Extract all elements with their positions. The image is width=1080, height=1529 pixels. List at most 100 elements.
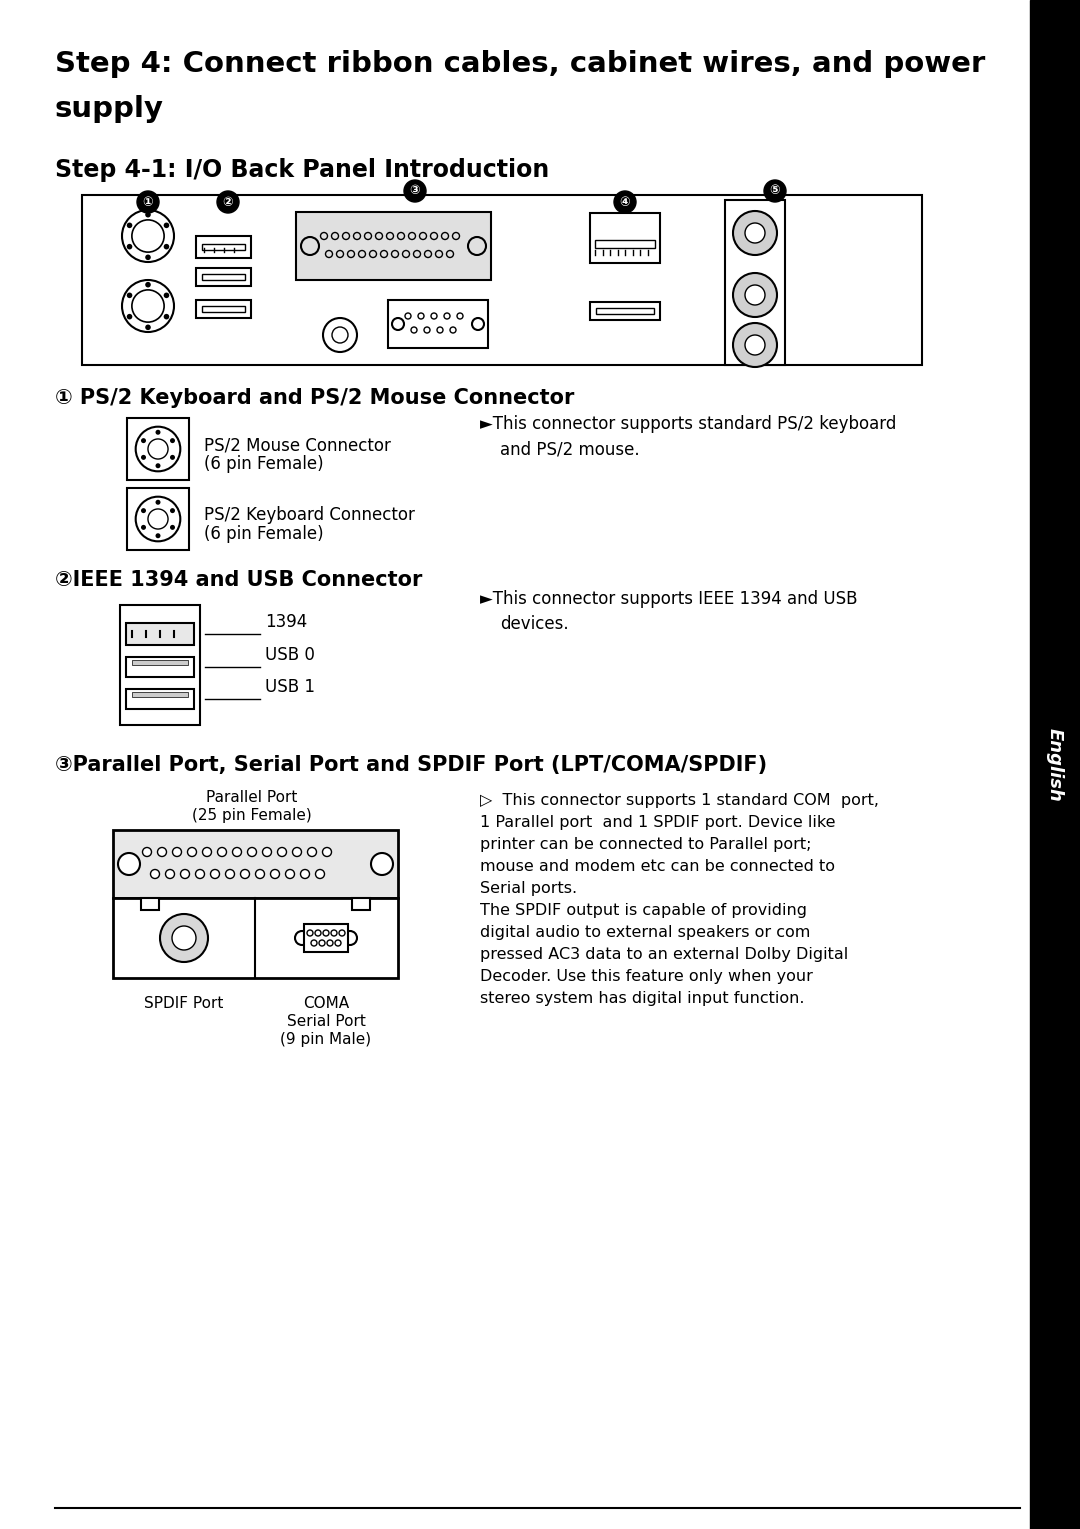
Circle shape — [170, 454, 175, 460]
Circle shape — [126, 313, 133, 320]
Circle shape — [745, 335, 765, 355]
Circle shape — [372, 853, 393, 875]
Circle shape — [217, 191, 239, 213]
Text: ▷  This connector supports 1 standard COM  port,: ▷ This connector supports 1 standard COM… — [480, 794, 879, 807]
Circle shape — [300, 870, 310, 879]
Text: (25 pin Female): (25 pin Female) — [192, 807, 312, 823]
Circle shape — [226, 870, 234, 879]
Text: SPDIF Port: SPDIF Port — [145, 995, 224, 1011]
Text: ⑤: ⑤ — [770, 185, 781, 197]
Circle shape — [293, 847, 301, 856]
Text: ②IEEE 1394 and USB Connector: ②IEEE 1394 and USB Connector — [55, 570, 422, 590]
Circle shape — [343, 931, 357, 945]
Text: printer can be connected to Parallel port;: printer can be connected to Parallel por… — [480, 836, 811, 852]
Circle shape — [156, 463, 161, 468]
Bar — [113, 830, 399, 898]
Bar — [127, 488, 189, 550]
Text: The SPDIF output is capable of providing: The SPDIF output is capable of providing — [480, 904, 807, 917]
Circle shape — [195, 870, 204, 879]
Text: (9 pin Male): (9 pin Male) — [281, 1032, 372, 1047]
Text: (6 pin Female): (6 pin Female) — [204, 524, 324, 543]
Bar — [141, 898, 159, 910]
Bar — [126, 622, 194, 645]
Text: ① PS/2 Keyboard and PS/2 Mouse Connector: ① PS/2 Keyboard and PS/2 Mouse Connector — [55, 388, 575, 408]
Bar — [195, 235, 251, 258]
Text: 1394: 1394 — [265, 613, 307, 631]
Circle shape — [141, 508, 146, 514]
Bar — [126, 690, 194, 709]
Bar — [202, 274, 245, 280]
Text: mouse and modem etc can be connected to: mouse and modem etc can be connected to — [480, 859, 835, 875]
Text: ③: ③ — [409, 185, 420, 197]
Circle shape — [211, 870, 219, 879]
Circle shape — [126, 292, 133, 298]
Bar — [82, 196, 922, 365]
Text: ③Parallel Port, Serial Port and SPDIF Port (LPT/COMA/SPDIF): ③Parallel Port, Serial Port and SPDIF Po… — [55, 755, 767, 775]
Bar — [195, 300, 251, 318]
Text: ►This connector supports standard PS/2 keyboard: ►This connector supports standard PS/2 k… — [480, 414, 896, 433]
Circle shape — [247, 847, 257, 856]
Bar — [195, 268, 251, 286]
Circle shape — [145, 213, 151, 217]
Bar — [1030, 0, 1080, 1529]
Bar — [725, 200, 785, 365]
Bar — [113, 898, 399, 979]
Bar — [132, 661, 188, 665]
Text: 1 Parallel port  and 1 SPDIF port. Device like: 1 Parallel port and 1 SPDIF port. Device… — [480, 815, 836, 830]
Circle shape — [745, 284, 765, 304]
Text: (6 pin Female): (6 pin Female) — [204, 456, 324, 472]
Circle shape — [285, 870, 295, 879]
Text: PS/2 Keyboard Connector: PS/2 Keyboard Connector — [204, 506, 415, 524]
Circle shape — [764, 180, 786, 202]
Circle shape — [323, 847, 332, 856]
Circle shape — [323, 318, 357, 352]
Text: Step 4-1: I/O Back Panel Introduction: Step 4-1: I/O Back Panel Introduction — [55, 157, 550, 182]
Circle shape — [404, 180, 426, 202]
Circle shape — [126, 243, 133, 249]
Circle shape — [164, 292, 170, 298]
Text: stereo system has digital input function.: stereo system has digital input function… — [480, 991, 805, 1006]
Circle shape — [156, 500, 161, 505]
Text: COMA: COMA — [302, 995, 349, 1011]
Circle shape — [143, 847, 151, 856]
Circle shape — [156, 534, 161, 538]
Circle shape — [188, 847, 197, 856]
Circle shape — [262, 847, 271, 856]
Text: ②: ② — [222, 196, 233, 208]
Bar — [202, 245, 245, 251]
Circle shape — [122, 280, 174, 332]
Text: ►This connector supports IEEE 1394 and USB: ►This connector supports IEEE 1394 and U… — [480, 590, 858, 609]
Bar — [202, 306, 245, 312]
Bar — [388, 300, 488, 349]
Text: Decoder. Use this feature only when your: Decoder. Use this feature only when your — [480, 969, 813, 985]
Circle shape — [164, 243, 170, 249]
Text: ④: ④ — [620, 196, 631, 208]
Bar — [590, 213, 660, 263]
Circle shape — [160, 914, 208, 962]
Text: PS/2 Mouse Connector: PS/2 Mouse Connector — [204, 436, 391, 454]
Circle shape — [270, 870, 280, 879]
Circle shape — [172, 927, 195, 950]
Circle shape — [733, 211, 777, 255]
Circle shape — [122, 209, 174, 261]
Circle shape — [278, 847, 286, 856]
Circle shape — [137, 191, 159, 213]
Circle shape — [156, 430, 161, 434]
Circle shape — [150, 870, 160, 879]
Circle shape — [733, 323, 777, 367]
Circle shape — [203, 847, 212, 856]
Bar — [120, 605, 200, 725]
Bar — [303, 924, 348, 953]
Circle shape — [256, 870, 265, 879]
Circle shape — [232, 847, 242, 856]
Circle shape — [241, 870, 249, 879]
Circle shape — [217, 847, 227, 856]
Circle shape — [126, 223, 133, 228]
Circle shape — [733, 274, 777, 317]
Circle shape — [145, 324, 151, 330]
Bar — [127, 417, 189, 480]
Text: supply: supply — [55, 95, 164, 122]
Text: Serial ports.: Serial ports. — [480, 881, 577, 896]
Circle shape — [173, 847, 181, 856]
Circle shape — [164, 223, 170, 228]
